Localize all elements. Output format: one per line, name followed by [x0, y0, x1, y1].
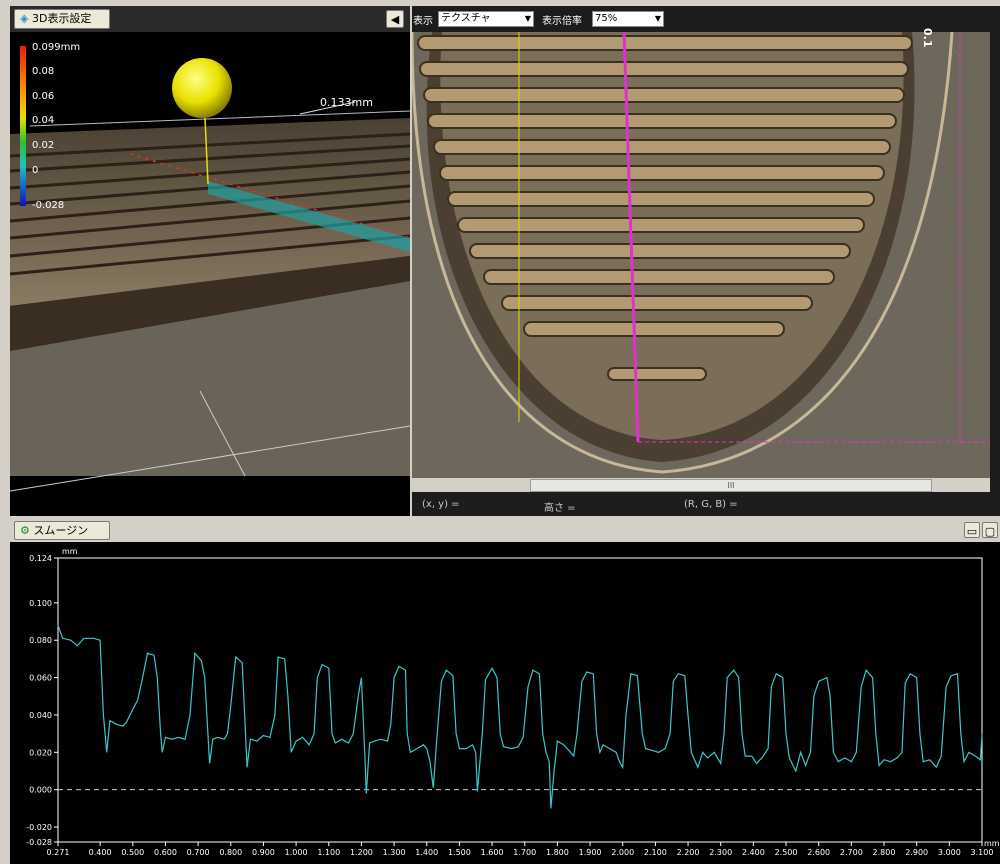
texture-image[interactable] — [412, 32, 990, 478]
colorbar-label: 0.06 — [32, 91, 55, 102]
display-mode-select[interactable]: テクスチャ ▼ — [438, 11, 534, 27]
probe-ball[interactable] — [172, 58, 232, 118]
scrollbar-thumb[interactable]: III — [530, 479, 932, 492]
minimize-icon: ▭ — [966, 525, 978, 538]
zoom-label: 表示倍率 — [542, 16, 582, 27]
x-tick-label: 0.700 — [187, 848, 210, 857]
smoothing-button[interactable]: ⚙ スムージング... — [14, 521, 110, 555]
dropdown-arrow-icon: ▼ — [524, 14, 531, 23]
collapse-left-icon: ◀ — [390, 13, 400, 26]
x-tick-label: 2.500 — [775, 848, 798, 857]
measure-line[interactable] — [622, 32, 640, 443]
groove-pattern — [417, 35, 913, 381]
x-tick-label: 2.800 — [873, 848, 896, 857]
3d-toolbar: ◈ 3D表示設定 ◀ — [10, 6, 410, 32]
3d-view-pane[interactable]: ◈ 3D表示設定 ◀ 0.099mm 0.08 0.06 0.04 0.02 0… — [10, 6, 410, 516]
minimize-button[interactable]: ▭ — [964, 522, 980, 538]
x-tick-label: 2.600 — [807, 848, 830, 857]
y-tick-label: 0.080 — [29, 636, 52, 645]
x-tick-label: 0.900 — [252, 848, 275, 857]
x-tick-label: 2.100 — [644, 848, 667, 857]
dimension-label: 0.133mm — [320, 96, 373, 109]
colorbar-label: 0.08 — [32, 66, 55, 77]
cursor-xy-readout: (x, y) = — [422, 499, 460, 510]
x-tick-label: 3.000 — [938, 848, 961, 857]
x-unit-label: mm — [984, 839, 1000, 848]
x-tick-label: 2.200 — [677, 848, 700, 857]
3d-surface-render[interactable] — [10, 6, 410, 516]
profile-chart-pane[interactable]: ⚙ スムージング... ▭ ▢ 0.124 0.100 0.080 0.060 0.04… — [10, 518, 1000, 864]
profile-titlebar: ⚙ スムージング... ▭ ▢ — [10, 518, 1000, 555]
edge-value-label: 0.1 — [921, 28, 934, 48]
x-tick-label: 0.271 — [47, 848, 70, 857]
plot-frame — [57, 557, 983, 843]
y-unit-label: mm — [62, 547, 78, 556]
x-tick-label: 0.500 — [121, 848, 144, 857]
x-tick-label: 1.500 — [448, 848, 471, 857]
profile-series-line — [57, 625, 983, 809]
x-tick-label: 1.000 — [285, 848, 308, 857]
y-tick-label: 0.000 — [29, 786, 52, 795]
zoom-select[interactable]: 75% ▼ — [592, 11, 664, 27]
y-tick-label: 0.060 — [29, 674, 52, 683]
image-toolbar: 表示 テクスチャ ▼ 表示倍率 75% ▼ — [412, 6, 1000, 32]
color-scale-bar — [20, 46, 26, 206]
x-tick-label: 1.100 — [317, 848, 340, 857]
x-tick-label: 0.400 — [89, 848, 112, 857]
x-tick-label: 1.700 — [513, 848, 536, 857]
colorbar-label: 0 — [32, 165, 39, 176]
3d-settings-button[interactable]: ◈ 3D表示設定 — [14, 9, 110, 29]
y-tick-label: 0.020 — [29, 748, 52, 757]
display-mode-label: 表示 — [413, 16, 433, 27]
y-tick-label: 0.040 — [29, 711, 52, 720]
y-tick-label: 0.100 — [29, 599, 52, 608]
restore-icon: ▢ — [984, 525, 996, 538]
x-tick-label: 1.900 — [579, 848, 602, 857]
x-tick-label: 0.600 — [154, 848, 177, 857]
y-tick-label: -0.020 — [26, 823, 52, 832]
x-tick-label: 2.900 — [905, 848, 928, 857]
x-tick-label: 1.400 — [415, 848, 438, 857]
colorbar-label: 0.04 — [32, 115, 55, 126]
x-tick-label: 1.200 — [350, 848, 373, 857]
image-view-pane[interactable]: 表示 テクスチャ ▼ 表示倍率 75% ▼ — [412, 6, 1000, 516]
probe-line — [204, 117, 209, 185]
y-tick-label: -0.028 — [26, 838, 52, 847]
x-tick-label: 2.300 — [709, 848, 732, 857]
profile-chart[interactable]: 0.124 0.100 0.080 0.060 0.040 0.020 0.000 -0.02… — [10, 542, 1000, 864]
smoothing-icon: ⚙ — [20, 524, 30, 537]
x-tick-label: 3.100 — [971, 848, 994, 857]
collapse-panel-button[interactable]: ◀ — [386, 10, 404, 28]
colorbar-label: 0.02 — [32, 140, 55, 151]
profile-strip — [208, 181, 410, 252]
restore-button[interactable]: ▢ — [982, 522, 998, 538]
y-tick-label: 0.124 — [29, 554, 52, 563]
colorbar-label-min: -0.028 — [32, 200, 65, 211]
3d-settings-icon: ◈ — [20, 12, 29, 25]
x-tick-label: 2.400 — [742, 848, 765, 857]
rgb-readout: (R, G, B) = — [684, 499, 738, 510]
colorbar-label-max: 0.099mm — [32, 42, 81, 53]
x-tick-label: 0.800 — [219, 848, 242, 857]
image-status-bar: (x, y) = 高さ = (R, G, B) = — [412, 494, 1000, 516]
height-readout: 高さ = — [544, 503, 576, 514]
x-tick-label: 1.600 — [481, 848, 504, 857]
x-tick-label: 1.300 — [383, 848, 406, 857]
x-tick-label: 1.800 — [546, 848, 569, 857]
dropdown-arrow-icon: ▼ — [654, 14, 661, 23]
x-tick-label: 2.700 — [840, 848, 863, 857]
x-tick-label: 2.000 — [611, 848, 634, 857]
horizontal-scrollbar[interactable]: III — [412, 478, 990, 492]
